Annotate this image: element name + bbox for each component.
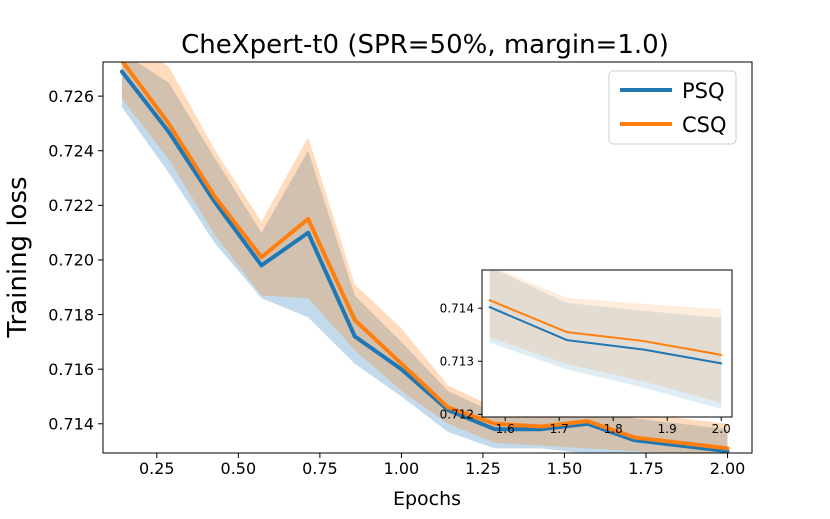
x-tick-label: 1.75 [628, 459, 664, 478]
inset-x-tick-label: 1.7 [550, 422, 569, 436]
confidence-bands [121, 62, 728, 453]
legend-label-psq: PSQ [682, 79, 725, 103]
y-tick-label: 0.724 [48, 141, 94, 160]
plot-area-frame [102, 61, 753, 454]
inset-x-tick-label: 1.6 [496, 422, 515, 436]
inset-x-tick-label: 1.8 [604, 422, 623, 436]
y-tick-label: 0.716 [48, 360, 94, 379]
inset-x-tick-label: 2.0 [712, 422, 731, 436]
inset-zoom-plot: 1.6 1.7 1.8 1.9 2.0 0.712 0.713 0.714 [440, 269, 733, 436]
y-axis-ticks: 0.714 0.716 0.718 0.720 0.722 0.724 0.726 [48, 87, 103, 434]
legend: PSQ CSQ [608, 70, 737, 145]
inset-series-lines [488, 299, 723, 365]
x-axis-label: Epochs [393, 488, 461, 510]
x-tick-label: 0.75 [302, 459, 338, 478]
series-lines [119, 62, 730, 453]
y-tick-label: 0.722 [48, 196, 94, 215]
band-psq [121, 62, 728, 453]
x-tick-label: 1.25 [465, 459, 501, 478]
inset-line-psq [488, 306, 723, 365]
line-csq [120, 62, 730, 451]
y-tick-label: 0.718 [48, 305, 94, 324]
x-tick-label: 2.00 [710, 459, 746, 478]
legend-label-csq: CSQ [682, 113, 727, 137]
y-tick-label: 0.720 [48, 251, 94, 270]
chart-title: CheXpert-t0 (SPR=50%, margin=1.0) [181, 30, 669, 60]
inset-background [482, 270, 732, 417]
line-psq [119, 69, 730, 453]
x-axis-ticks: 0.25 0.50 0.75 1.00 1.25 1.50 1.75 2.00 [139, 453, 745, 478]
inset-x-axis-ticks: 1.6 1.7 1.8 1.9 2.0 [496, 417, 731, 436]
inset-y-axis-ticks: 0.712 0.713 0.714 [440, 302, 482, 422]
inset-frame [481, 269, 733, 418]
x-tick-label: 1.00 [384, 459, 420, 478]
x-tick-label: 0.25 [139, 459, 175, 478]
y-axis-label: Training loss [3, 176, 33, 338]
inset-x-tick-label: 1.9 [658, 422, 677, 436]
x-tick-label: 1.50 [547, 459, 583, 478]
inset-line-csq [488, 299, 723, 356]
x-tick-label: 0.50 [221, 459, 257, 478]
inset-band-psq [489, 270, 722, 409]
y-tick-label: 0.714 [48, 415, 94, 434]
inset-y-tick-label: 0.712 [440, 408, 474, 422]
inset-y-tick-label: 0.714 [440, 302, 474, 316]
y-tick-label: 0.726 [48, 87, 94, 106]
inset-y-tick-label: 0.713 [440, 355, 474, 369]
band-csq [121, 62, 728, 453]
